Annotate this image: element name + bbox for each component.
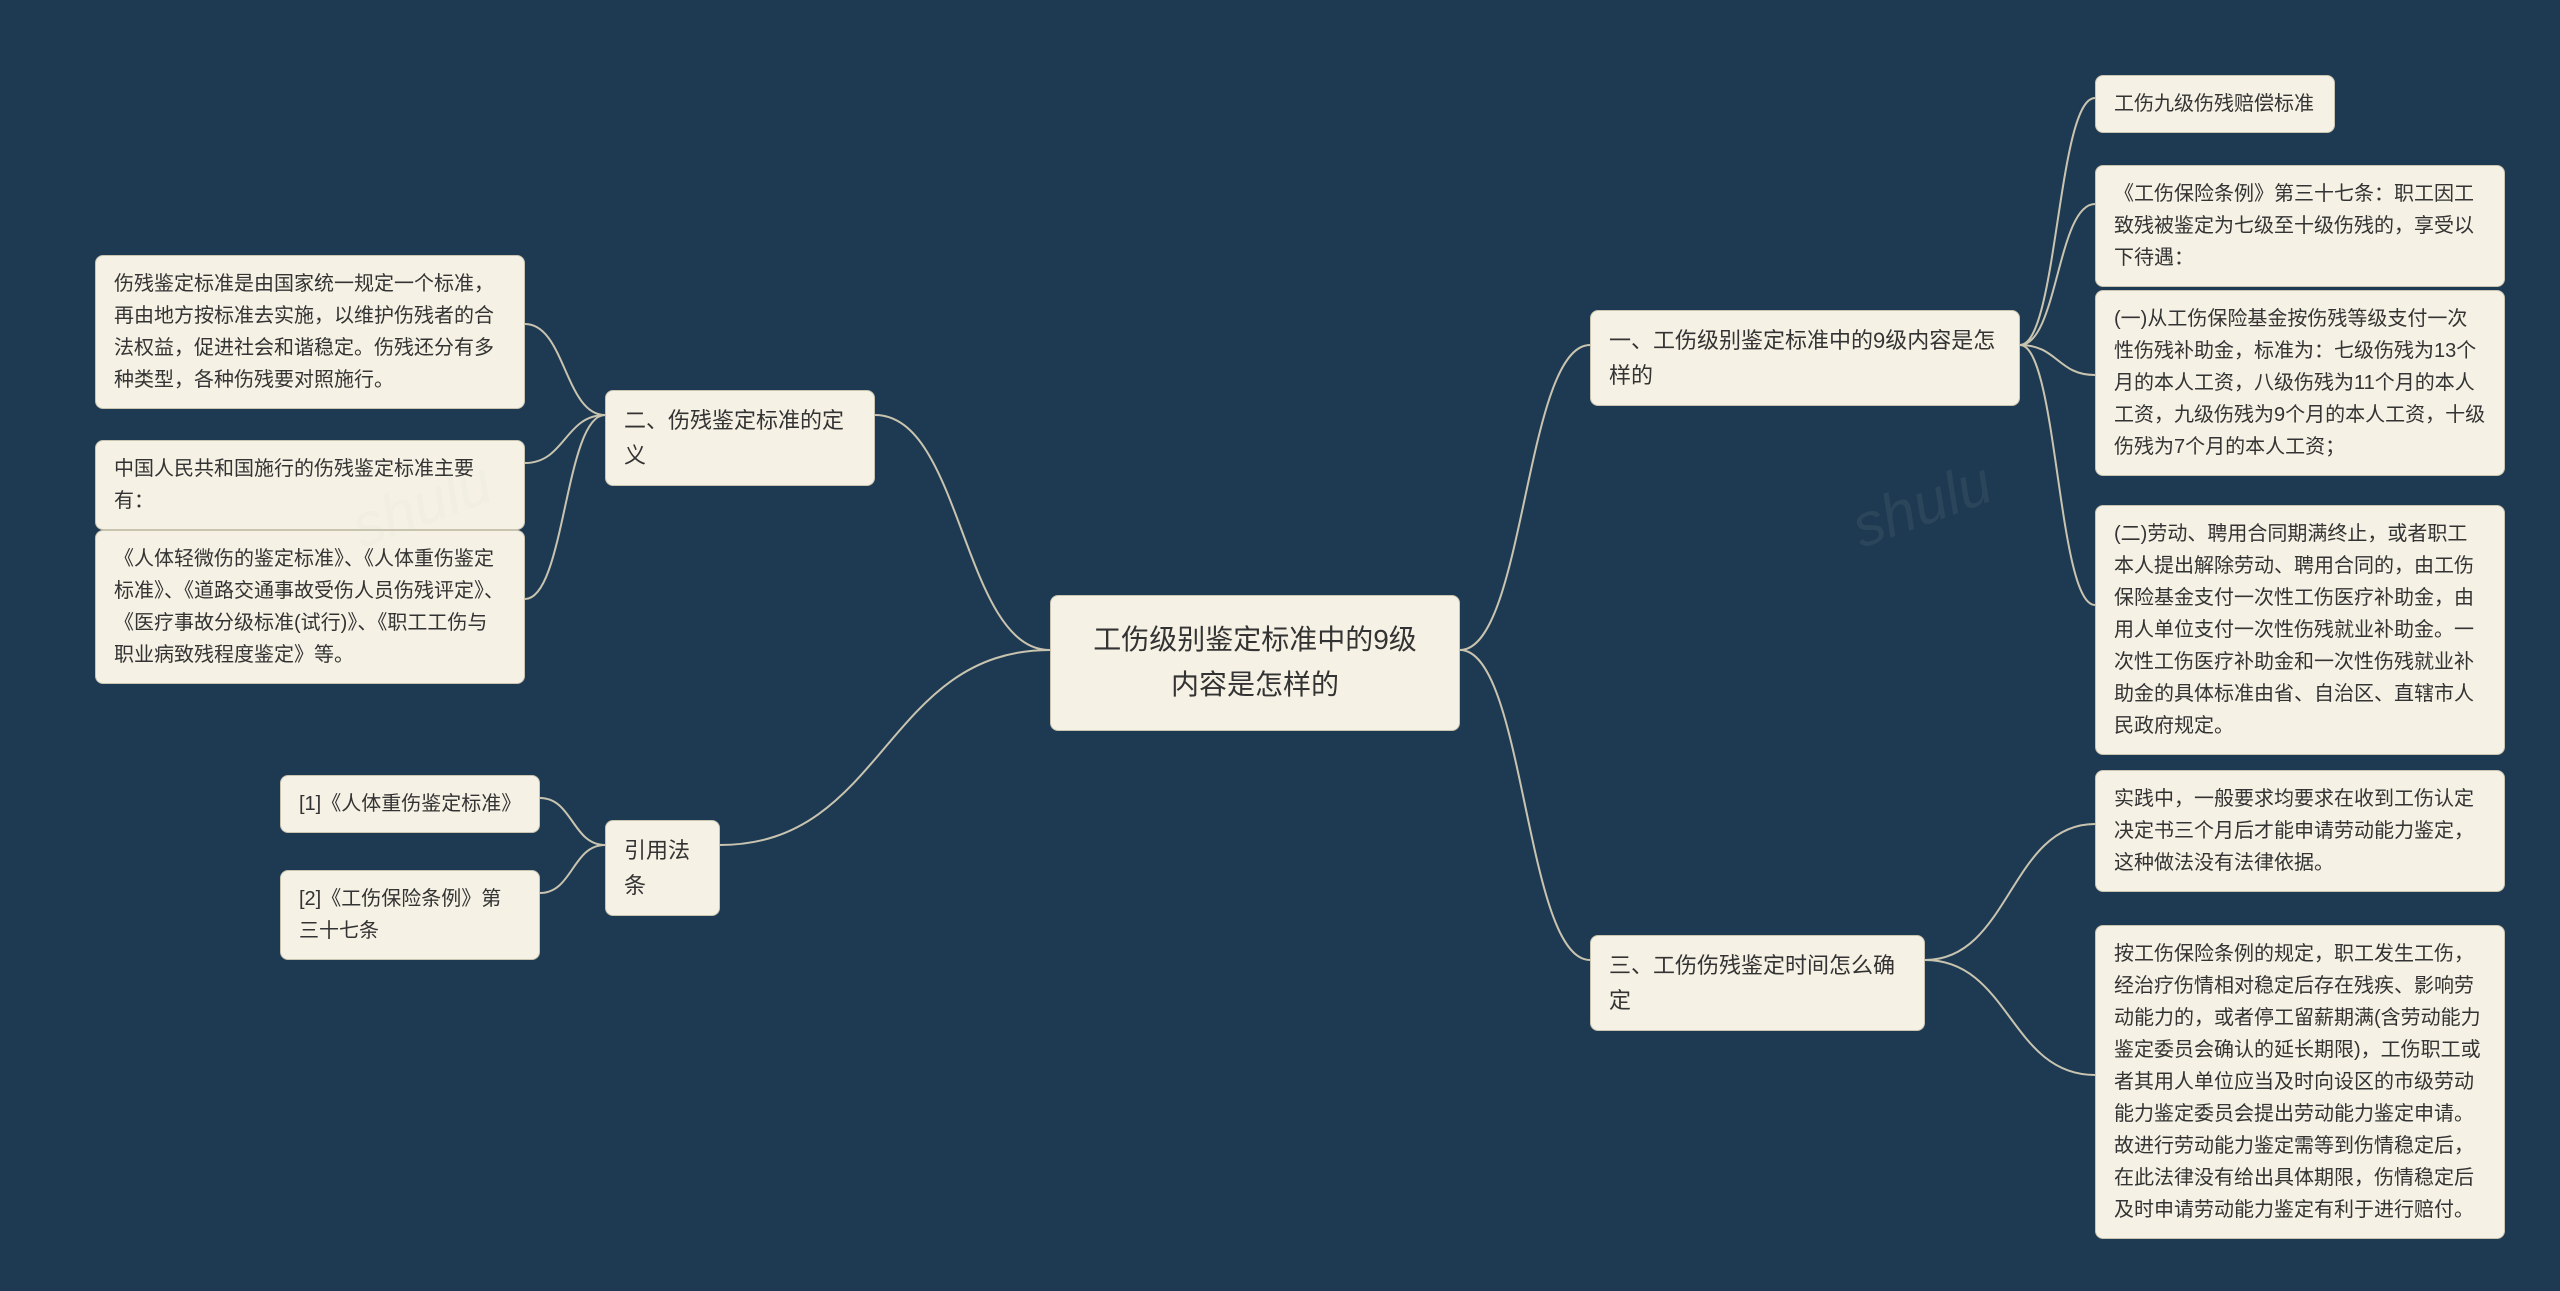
branch-l2-label: 二、伤残鉴定标准的定义 xyxy=(624,408,844,468)
leaf-l2-1: 中国人民共和国施行的伤残鉴定标准主要有： xyxy=(95,440,525,530)
leaf-lref-0: [1]《人体重伤鉴定标准》 xyxy=(280,775,540,833)
branch-lref: 引用法条 xyxy=(605,820,720,916)
leaf-l2-0: 伤残鉴定标准是由国家统一规定一个标准，再由地方按标准去实施，以维护伤残者的合法权… xyxy=(95,255,525,409)
branch-r3-label: 三、工伤伤残鉴定时间怎么确定 xyxy=(1609,953,1895,1013)
branch-l2: 二、伤残鉴定标准的定义 xyxy=(605,390,875,486)
leaf-r1-3: (二)劳动、聘用合同期满终止，或者职工本人提出解除劳动、聘用合同的，由工伤保险基… xyxy=(2095,505,2505,755)
branch-r1-label: 一、工伤级别鉴定标准中的9级内容是怎样的 xyxy=(1609,328,1995,388)
leaf-r1-2: (一)从工伤保险基金按伤残等级支付一次性伤残补助金，标准为：七级伤残为13个月的… xyxy=(2095,290,2505,476)
leaf-r1-1: 《工伤保险条例》第三十七条：职工因工致残被鉴定为七级至十级伤残的，享受以下待遇： xyxy=(2095,165,2505,287)
leaf-l2-2: 《人体轻微伤的鉴定标准》、《人体重伤鉴定标准》、《道路交通事故受伤人员伤残评定》… xyxy=(95,530,525,684)
center-topic: 工伤级别鉴定标准中的9级内容是怎样的 xyxy=(1050,595,1460,731)
leaf-r3-1: 按工伤保险条例的规定，职工发生工伤，经治疗伤情相对稳定后存在残疾、影响劳动能力的… xyxy=(2095,925,2505,1239)
watermark-2: shulu xyxy=(1843,448,2001,562)
branch-lref-label: 引用法条 xyxy=(624,838,690,898)
leaf-r3-0: 实践中，一般要求均要求在收到工伤认定决定书三个月后才能申请劳动能力鉴定，这种做法… xyxy=(2095,770,2505,892)
branch-r1: 一、工伤级别鉴定标准中的9级内容是怎样的 xyxy=(1590,310,2020,406)
leaf-lref-1: [2]《工伤保险条例》第三十七条 xyxy=(280,870,540,960)
leaf-r1-0: 工伤九级伤残赔偿标准 xyxy=(2095,75,2335,133)
center-text: 工伤级别鉴定标准中的9级内容是怎样的 xyxy=(1093,624,1417,700)
branch-r3: 三、工伤伤残鉴定时间怎么确定 xyxy=(1590,935,1925,1031)
